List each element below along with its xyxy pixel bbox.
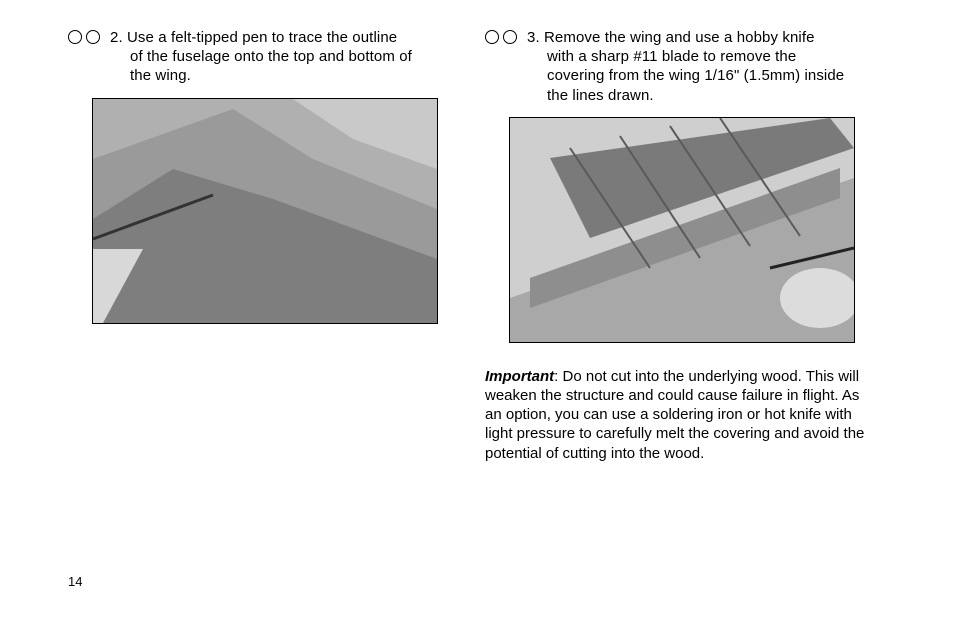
checkbox-icon <box>68 30 82 44</box>
checkbox-icon <box>503 30 517 44</box>
checkbox-icon <box>485 30 499 44</box>
manual-page: 2. Use a felt-tipped pen to trace the ou… <box>0 0 954 617</box>
photo-placeholder-icon <box>93 99 437 323</box>
step-2-photo <box>92 98 438 324</box>
checkbox-icon <box>86 30 100 44</box>
important-label: Important <box>485 368 554 385</box>
step-3-line1: Remove the wing and use a hobby knife <box>544 29 815 46</box>
step-3-line2: with a sharp #11 blade to remove the <box>527 47 796 66</box>
step-2-number: 2. <box>110 29 123 46</box>
step-2-text: 2. Use a felt-tipped pen to trace the ou… <box>110 28 412 86</box>
step-2-line1: Use a felt-tipped pen to trace the outli… <box>127 29 397 46</box>
step-3-photo <box>509 117 855 343</box>
step-3-text: 3. Remove the wing and use a hobby knife… <box>527 28 844 105</box>
step-2-checkboxes <box>68 30 104 44</box>
step-3-line3: covering from the wing 1/16" (1.5mm) ins… <box>527 66 844 85</box>
step-2: 2. Use a felt-tipped pen to trace the ou… <box>68 28 447 86</box>
step-3: 3. Remove the wing and use a hobby knife… <box>485 28 882 105</box>
step-3-line4: the lines drawn. <box>527 86 654 105</box>
step-2-line2: of the fuselage onto the top and bottom … <box>110 47 412 66</box>
right-column: 3. Remove the wing and use a hobby knife… <box>475 28 882 597</box>
step-3-number: 3. <box>527 29 540 46</box>
step-3-checkboxes <box>485 30 521 44</box>
page-number: 14 <box>68 574 82 589</box>
left-column: 2. Use a felt-tipped pen to trace the ou… <box>68 28 475 597</box>
important-note: Important: Do not cut into the underlyin… <box>485 367 882 463</box>
step-2-line3: the wing. <box>110 66 191 85</box>
photo-placeholder-icon <box>510 118 854 342</box>
